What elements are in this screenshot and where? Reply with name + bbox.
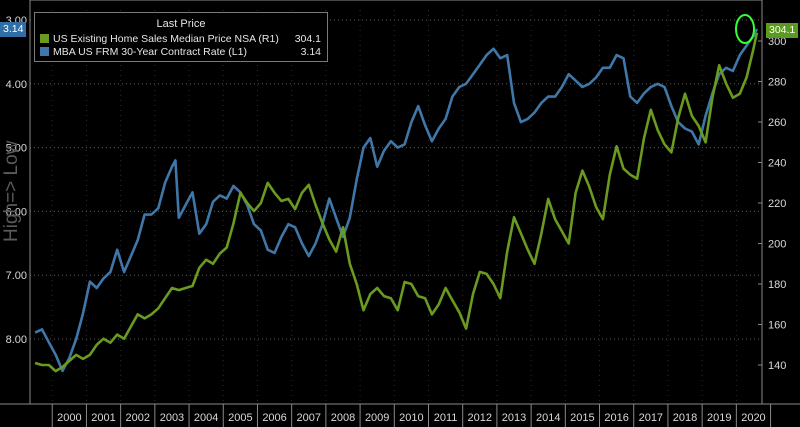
x-tick-label: 2002 — [126, 412, 150, 424]
left-value-badge: 3.14 — [0, 22, 27, 37]
right-tick-label: 220 — [768, 198, 786, 210]
left-tick-label: 6.00 — [6, 206, 27, 218]
x-tick-label: 2003 — [160, 412, 184, 424]
legend-value-home-price: 304.1 — [294, 33, 321, 45]
x-tick-label: 2016 — [604, 412, 628, 424]
legend-name-home-price: US Existing Home Sales Median Price NSA … — [53, 33, 279, 45]
x-tick-label: 2006 — [262, 412, 286, 424]
series-line-mortgage-rate — [34, 28, 759, 373]
legend-row-mortgage-rate: MBA US FRM 30-Year Contract Rate (L1) 3.… — [40, 45, 321, 59]
x-tick-label: 2000 — [57, 412, 81, 424]
right-tick-label: 300 — [768, 36, 786, 48]
y-overlay-label: High=> Low — [1, 140, 22, 242]
legend-value-mortgage-rate: 3.14 — [300, 46, 321, 58]
left-tick-label: 5.00 — [6, 143, 27, 155]
x-tick-label: 2020 — [741, 412, 765, 424]
grid-lines — [30, 10, 762, 404]
left-tick-label: 4.00 — [6, 79, 27, 91]
x-tick-label: 2008 — [331, 412, 355, 424]
legend-title: Last Price — [156, 18, 206, 30]
right-tick-label: 180 — [768, 279, 786, 291]
x-tick-label: 2015 — [570, 412, 594, 424]
x-tick-label: 2009 — [365, 412, 389, 424]
x-tick-label: 2011 — [434, 412, 458, 424]
right-tick-label: 260 — [768, 117, 786, 129]
right-tick-label: 140 — [768, 360, 786, 372]
x-tick-label: 2004 — [194, 412, 218, 424]
legend-row-home-price: US Existing Home Sales Median Price NSA … — [40, 32, 321, 46]
x-tick-label: 2005 — [228, 412, 252, 424]
right-value-badge: 304.1 — [766, 23, 799, 38]
x-tick-label: 2017 — [639, 412, 663, 424]
x-tick-label: 2001 — [91, 412, 115, 424]
series-line-home-price — [34, 32, 759, 373]
series-layer — [34, 28, 759, 373]
legend-box: Last Price US Existing Home Sales Median… — [34, 12, 328, 62]
x-tick-label: 2012 — [468, 412, 492, 424]
right-tick-label: 160 — [768, 320, 786, 332]
legend-swatch-mortgage-rate — [40, 47, 49, 56]
x-tick-label: 2014 — [536, 412, 560, 424]
x-tick-label: 2018 — [673, 412, 697, 424]
right-tick-label: 240 — [768, 158, 786, 170]
right-tick-label: 280 — [768, 77, 786, 89]
left-tick-label: 7.00 — [6, 270, 27, 282]
right-tick-label: 200 — [768, 239, 786, 251]
x-tick-label: 2019 — [707, 412, 731, 424]
x-tick-label: 2007 — [297, 412, 321, 424]
x-tick-label: 2010 — [399, 412, 423, 424]
legend-swatch-home-price — [40, 34, 49, 43]
left-tick-label: 8.00 — [6, 334, 27, 346]
x-tick-label: 2013 — [502, 412, 526, 424]
highlight-circle — [735, 14, 755, 44]
legend-name-mortgage-rate: MBA US FRM 30-Year Contract Rate (L1) — [53, 46, 247, 58]
